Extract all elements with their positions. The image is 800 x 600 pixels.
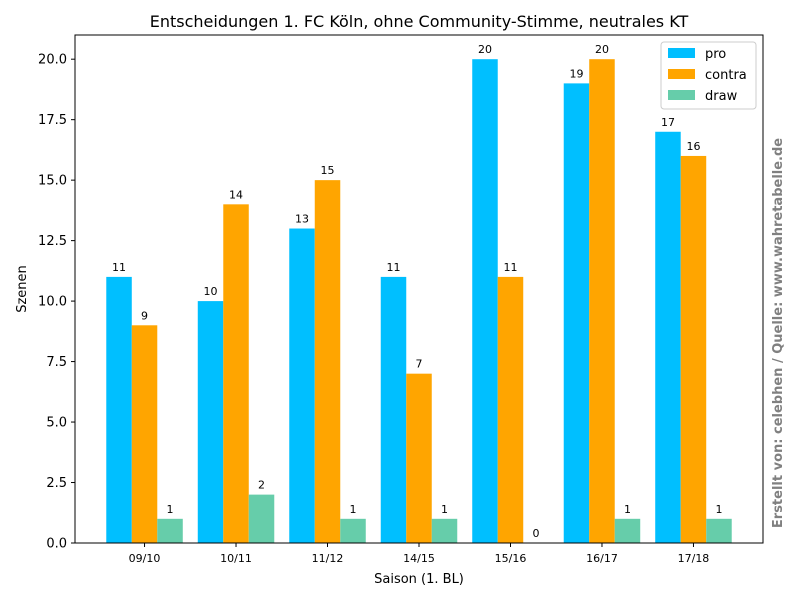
x-tick-label: 15/16 — [495, 552, 527, 565]
bar-value-label: 1 — [441, 503, 448, 516]
bar-value-label: 1 — [350, 503, 357, 516]
bar-contra — [589, 59, 615, 543]
x-tick-label: 16/17 — [586, 552, 618, 565]
x-tick-label: 10/11 — [220, 552, 252, 565]
bar-draw — [340, 518, 366, 543]
y-tick-label: 0.0 — [46, 537, 67, 552]
chart-title: Entscheidungen 1. FC Köln, ohne Communit… — [150, 12, 689, 31]
bar-draw — [248, 494, 275, 543]
bar-value-label: 7 — [416, 358, 423, 371]
bar-draw — [157, 518, 183, 543]
y-tick-label: 10.0 — [38, 295, 67, 310]
bar-contra — [680, 155, 707, 543]
bar-pro — [197, 301, 224, 543]
bar-value-label: 16 — [686, 140, 700, 153]
bar-value-label: 11 — [112, 261, 126, 274]
x-tick-label: 11/12 — [312, 552, 344, 565]
bar-contra — [497, 276, 524, 543]
legend-label-pro: pro — [705, 47, 726, 62]
bar-value-label: 9 — [141, 309, 148, 322]
bar-pro — [289, 228, 315, 543]
bar-pro — [563, 83, 590, 543]
legend-label-contra: contra — [705, 68, 747, 83]
legend-label-draw: draw — [705, 89, 738, 104]
y-tick-label: 12.5 — [38, 234, 67, 249]
bar-value-label: 10 — [204, 285, 218, 298]
x-axis-label: Saison (1. BL) — [374, 572, 464, 587]
x-tick-label: 17/18 — [678, 552, 710, 565]
y-tick-label: 17.5 — [38, 113, 67, 128]
bar-value-label: 14 — [229, 188, 243, 201]
y-axis-label: Szenen — [15, 265, 30, 313]
bar-draw — [431, 518, 458, 543]
bar-pro — [655, 131, 681, 543]
bar-draw — [706, 518, 732, 543]
legend-swatch-pro — [668, 48, 695, 58]
bar-contra — [406, 373, 432, 543]
y-tick-label: 15.0 — [38, 174, 67, 189]
x-tick-label: 14/15 — [403, 552, 435, 565]
legend-swatch-draw — [668, 90, 695, 100]
bar-contra — [314, 180, 341, 543]
bar-value-label: 13 — [295, 213, 309, 226]
legend: pro contra draw — [660, 41, 757, 110]
y-tick-label: 20.0 — [38, 53, 67, 68]
bar-contra — [223, 204, 249, 543]
bar-value-label: 17 — [661, 116, 675, 129]
bar-contra — [131, 325, 158, 543]
bar-value-label: 1 — [715, 503, 722, 516]
watermark-text: Erstellt von: celebhen / Quelle: www.wah… — [771, 138, 786, 528]
bar-value-label: 19 — [569, 67, 583, 80]
bar-value-label: 0 — [532, 527, 539, 540]
y-tick-label: 2.5 — [46, 476, 67, 491]
legend-swatch-contra — [668, 69, 695, 79]
bar-pro — [106, 276, 132, 543]
bar-value-label: 11 — [387, 261, 401, 274]
bar-value-label: 2 — [258, 479, 265, 492]
bar-value-label: 20 — [595, 43, 609, 56]
bar-value-label: 20 — [478, 43, 492, 56]
bar-value-label: 11 — [503, 261, 517, 274]
bar-value-label: 1 — [167, 503, 174, 516]
y-tick-label: 7.5 — [46, 355, 67, 370]
bar-value-label: 15 — [321, 164, 335, 177]
y-tick-label: 5.0 — [46, 416, 67, 431]
x-tick-label: 09/10 — [129, 552, 161, 565]
bar-pro — [380, 276, 407, 543]
bar-pro — [472, 59, 498, 543]
bar-value-label: 1 — [624, 503, 631, 516]
bar-draw — [614, 518, 641, 543]
